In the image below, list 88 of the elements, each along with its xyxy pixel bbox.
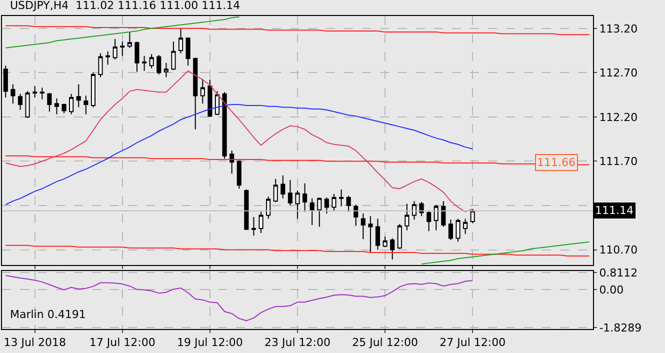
ref-line-label: 111.14 [595, 204, 634, 217]
candlestick [69, 93, 74, 115]
y-tick-label: 111.70 [599, 155, 638, 168]
candlestick [317, 197, 322, 228]
candlestick [382, 236, 388, 248]
candlestick [310, 198, 314, 226]
candlestick [346, 195, 351, 212]
candlestick [244, 189, 249, 230]
line-series [5, 70, 474, 212]
candlestick [412, 200, 417, 220]
line-series [421, 241, 590, 264]
candlestick [222, 92, 227, 160]
candlestick [441, 200, 446, 228]
candlestick [142, 55, 147, 72]
candlestick [76, 84, 81, 108]
y-tick-label: 0.8112 [599, 266, 638, 280]
candlestick [434, 204, 438, 231]
candlestick [208, 79, 212, 118]
candlestick [134, 41, 140, 72]
candlestick [360, 212, 366, 240]
candlestick [324, 197, 329, 214]
candlestick [54, 98, 60, 115]
y-tick-label: 113.20 [599, 22, 638, 36]
y-tick-label: -1.8289 [599, 321, 642, 334]
candlestick [149, 54, 154, 69]
candlestick [193, 57, 198, 130]
candlestick [90, 72, 96, 108]
candlestick [266, 196, 271, 220]
candlestick [397, 224, 402, 250]
candlestick [251, 216, 256, 236]
candlestick [120, 41, 125, 56]
line-series [5, 155, 590, 166]
candlestick [40, 87, 44, 100]
candlestick [273, 178, 278, 202]
candlestick [25, 90, 30, 118]
candlestick [375, 218, 380, 250]
candlestick [62, 103, 66, 114]
candlestick [426, 210, 432, 232]
x-tick-label: 17 Jul 12:00 [89, 336, 156, 350]
candlestick [302, 182, 308, 212]
candlestick [390, 238, 395, 260]
candlestick [164, 62, 168, 78]
candlestick [156, 54, 162, 75]
annotation: 111.66 [537, 156, 576, 169]
candlestick [354, 204, 358, 226]
line-series [5, 274, 474, 322]
line-series [5, 25, 590, 36]
x-tick-label: 19 Jul 12:00 [176, 336, 243, 350]
candlestick [112, 38, 118, 60]
y-tick-label: 112.70 [599, 66, 638, 80]
x-tick-label: 27 Jul 12:00 [440, 336, 506, 350]
candlestick [32, 85, 38, 98]
y-tick-label: 0.00 [599, 283, 624, 296]
candlestick [98, 52, 103, 78]
x-tick-label: 13 Jul 2018 [4, 336, 66, 350]
candlestick [295, 190, 300, 220]
candlestick [288, 179, 292, 206]
candlestick [236, 160, 242, 190]
candlestick [47, 92, 52, 112]
candlestick [127, 31, 132, 48]
chart-title: USDJPY,H4 111.02 111.16 111.00 111.14 [10, 0, 240, 12]
y-tick-label: 110.70 [599, 244, 638, 257]
candlestick [84, 95, 88, 115]
candlestick [280, 174, 286, 199]
candlestick [106, 50, 110, 66]
candlestick [456, 218, 460, 242]
candlestick [258, 211, 264, 234]
candlestick [368, 216, 373, 253]
candlestick [178, 28, 184, 54]
candlestick [404, 203, 410, 231]
x-tick-label: 23 Jul 12:00 [264, 336, 330, 350]
candlestick [10, 84, 16, 104]
x-tick-label: 25 Jul 12:00 [352, 336, 418, 350]
candlestick [332, 193, 336, 212]
candlestick [463, 218, 468, 234]
candlestick [18, 93, 23, 110]
line-series [5, 16, 240, 48]
candlestick [419, 201, 424, 217]
candlestick [186, 38, 190, 66]
candlestick [338, 189, 344, 207]
candlestick [448, 219, 454, 241]
y-tick-label: 112.20 [599, 110, 638, 124]
line-series [5, 104, 474, 206]
candlestick [171, 41, 176, 71]
line-series [5, 244, 590, 256]
candlestick [230, 150, 234, 174]
candlestick [200, 78, 205, 104]
text: Marlin 0.4191 [10, 308, 86, 321]
